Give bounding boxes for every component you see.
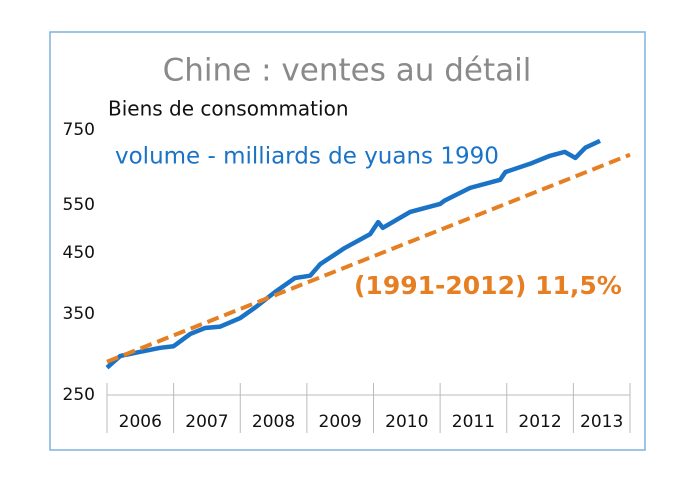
chart-title: Chine : ventes au détail — [163, 53, 532, 89]
subtitle: Biens de consommation — [108, 97, 349, 121]
y-tick-label: 350 — [63, 304, 95, 324]
y-tick-label: 450 — [63, 243, 95, 263]
x-tick-label: 2006 — [119, 412, 162, 432]
x-tick-label: 2012 — [518, 412, 561, 432]
x-tick-label: 2009 — [319, 412, 362, 432]
x-tick-label: 2010 — [385, 412, 428, 432]
x-tick-label: 2013 — [580, 412, 623, 432]
x-tick-label: 2007 — [185, 412, 228, 432]
y-tick-label: 550 — [63, 195, 95, 215]
frame — [49, 31, 646, 451]
y-tick-label: 250 — [63, 385, 95, 405]
x-tick-label: 2008 — [252, 412, 295, 432]
x-tick-label: 2011 — [452, 412, 495, 432]
series-line — [106, 152, 631, 364]
y-tick-label: 750 — [63, 120, 95, 140]
legend-label: volume - milliards de yuans 1990 — [115, 144, 499, 170]
legend-label: (1991-2012) 11,5% — [354, 271, 622, 300]
series-line — [105, 138, 601, 370]
